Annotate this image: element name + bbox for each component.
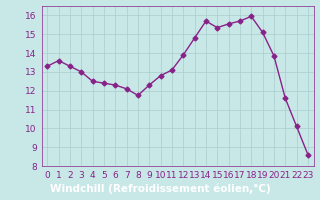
Text: Windchill (Refroidissement éolien,°C): Windchill (Refroidissement éolien,°C) bbox=[50, 183, 270, 194]
